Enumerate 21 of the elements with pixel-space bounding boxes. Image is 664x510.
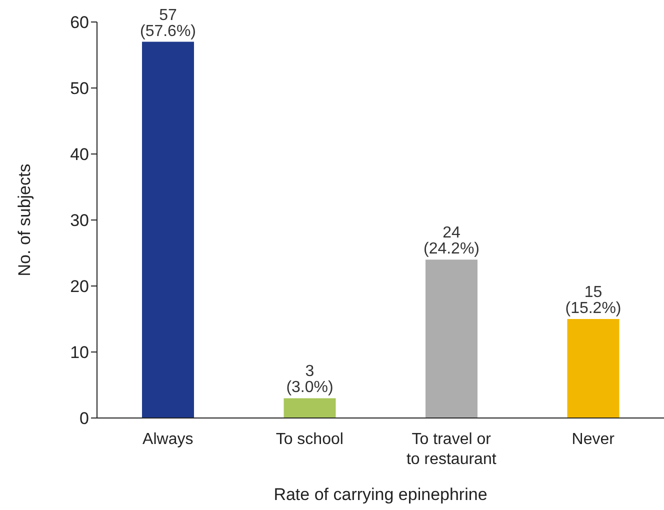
data-label: 15 (15.2%) — [565, 284, 622, 317]
y-tick-label: 30 — [70, 211, 89, 230]
x-tick-label: To school — [276, 431, 344, 448]
bar — [284, 398, 336, 418]
x-axis-title: Rate of carrying epinephrine — [274, 485, 488, 504]
data-label: 24 (24.2%) — [423, 224, 480, 258]
x-tick-label: Never — [572, 431, 616, 448]
y-tick-label: 60 — [70, 13, 89, 32]
x-tick-label: To travel or to restaurant — [406, 431, 497, 468]
y-tick-label: 50 — [70, 79, 89, 98]
y-tick-label: 0 — [80, 409, 89, 428]
bar — [426, 260, 478, 418]
y-tick-label: 40 — [70, 145, 89, 164]
y-tick-label: 10 — [70, 343, 89, 362]
data-label: 3 (3.0%) — [286, 363, 334, 396]
y-axis-title: No. of subjects — [15, 164, 34, 276]
bar — [142, 42, 194, 418]
x-tick-label: Always — [142, 431, 194, 448]
bar — [567, 319, 620, 418]
y-tick-label: 20 — [70, 277, 89, 296]
data-label: 57 (57.6%) — [140, 6, 196, 40]
